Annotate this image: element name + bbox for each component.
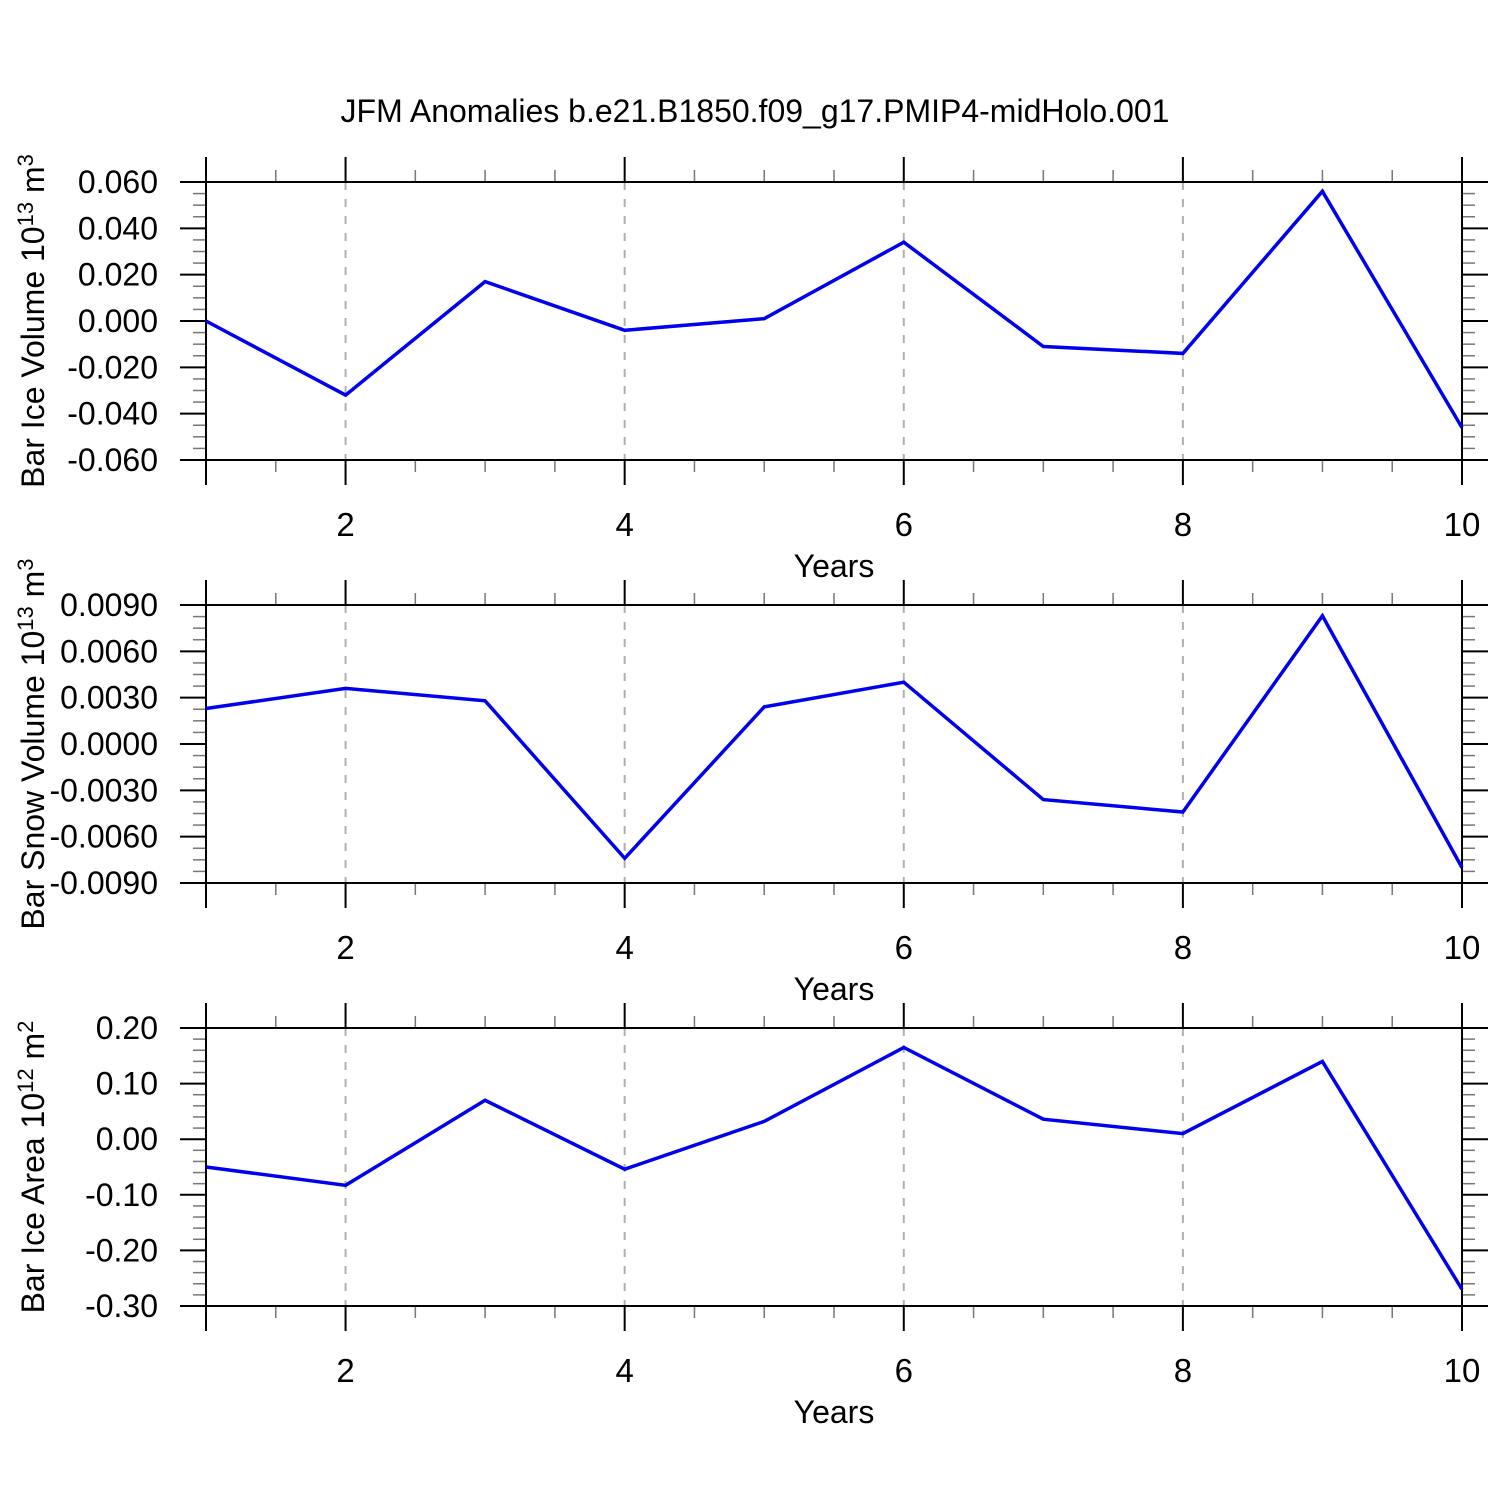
x-tick-label: 8 [1174,1352,1192,1389]
y-tick-label: -0.020 [67,349,158,385]
data-line [205,612,1464,869]
x-axis-title: Years [794,548,875,584]
x-tick-label: 6 [895,929,913,966]
x-tick-label: 4 [615,506,633,543]
x-tick-label: 2 [336,929,354,966]
x-tick-label: 4 [615,1352,633,1389]
x-tick-label: 10 [1444,929,1481,966]
y-axis-title: Bar Ice Area 1012 m2 [13,1021,51,1314]
panel-frame [205,181,1463,461]
x-tick-label: 6 [895,506,913,543]
y-tick-label: -0.060 [67,442,158,478]
y-tick-label: 0.20 [96,1010,158,1046]
y-tick-label: -0.0030 [49,772,158,808]
y-tick-label: -0.10 [85,1177,158,1213]
y-tick-label: -0.0090 [49,865,158,901]
y-tick-label: 0.0030 [60,680,158,716]
figure-title: JFM Anomalies b.e21.B1850.f09_g17.PMIP4-… [340,93,1170,129]
x-tick-label: 2 [336,506,354,543]
y-tick-label: 0.000 [78,303,158,339]
x-tick-label: 10 [1444,1352,1481,1389]
panel-frame [205,604,1463,884]
y-tick-label: -0.20 [85,1232,158,1268]
x-axis-title: Years [794,1394,875,1430]
y-tick-label: 0.00 [96,1121,158,1157]
x-tick-label: 4 [615,929,633,966]
x-tick-label: 8 [1174,929,1192,966]
y-tick-label: 0.020 [78,257,158,293]
y-tick-label: 0.0000 [60,726,158,762]
x-axis-title: Years [794,971,875,1007]
data-line [205,1045,1464,1291]
y-tick-label: -0.040 [67,396,158,432]
y-tick-label: 0.10 [96,1066,158,1102]
x-tick-label: 2 [336,1352,354,1389]
y-tick-label: -0.0060 [49,819,158,855]
y-axis-title: Bar Ice Volume 1013 m3 [13,154,51,488]
data-line [205,188,1464,429]
y-tick-label: 0.060 [78,164,158,200]
y-tick-label: 0.0090 [60,587,158,623]
x-tick-label: 6 [895,1352,913,1389]
y-tick-label: 0.0060 [60,633,158,669]
panel-frame [205,1027,1463,1307]
y-tick-label: 0.040 [78,210,158,246]
y-tick-label: -0.30 [85,1288,158,1324]
y-axis-title: Bar Snow Volume 1013 m3 [13,558,51,929]
x-tick-label: 8 [1174,506,1192,543]
x-tick-label: 10 [1444,506,1481,543]
